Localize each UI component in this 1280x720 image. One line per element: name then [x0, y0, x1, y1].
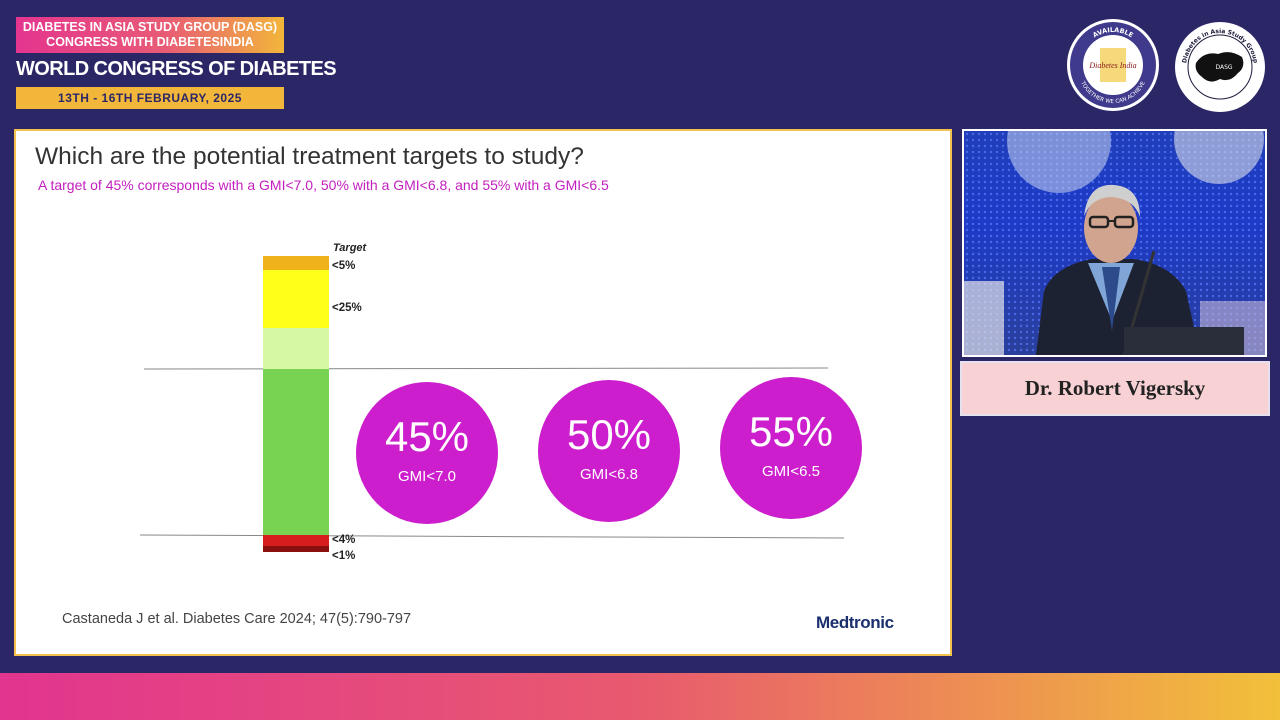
speaker-name: Dr. Robert Vigersky	[1024, 376, 1206, 400]
target-value: 45%	[384, 413, 470, 460]
slide-subtitle: A target of 45% corresponds with a GMI<7…	[38, 177, 609, 193]
target-segment-label: <25%	[332, 302, 362, 314]
dasg-center-text: DASG	[1215, 64, 1232, 71]
medtronic-logo: Medtronic	[816, 613, 894, 632]
target-bar-segment	[263, 256, 329, 270]
target-bar-segment	[263, 535, 329, 546]
bottom-gradient-bar	[0, 673, 1280, 720]
slide-title: Which are the potential treatment target…	[35, 143, 584, 170]
congress-date: 13TH - 16TH FEBRUARY, 2025	[16, 87, 284, 109]
upper-range-line	[143, 367, 829, 370]
target-value: 50%	[566, 411, 652, 458]
target-bar-segment	[263, 270, 329, 328]
target-segment-label: <5%	[332, 260, 355, 272]
speaker-video	[962, 129, 1267, 357]
congress-line-2: CONGRESS WITH DIABETESINDIA	[46, 35, 254, 49]
target-segment-label: <1%	[332, 550, 355, 562]
target-gmi: GMI<6.5	[762, 463, 820, 480]
dasg-logo: Diabetes in Asia Study Group DASG	[1174, 21, 1266, 113]
target-circle-45: 45% GMI<7.0	[356, 382, 498, 524]
target-bar-segment	[263, 546, 329, 552]
presentation-slide: Which are the potential treatment target…	[14, 129, 952, 656]
backdrop-emblem	[1174, 131, 1264, 184]
speaker-nameplate: Dr. Robert Vigersky	[960, 361, 1270, 416]
speaker-head	[1084, 193, 1138, 263]
target-gmi: GMI<7.0	[398, 468, 456, 485]
lower-range-line	[139, 534, 845, 539]
target-gmi: GMI<6.8	[580, 466, 638, 483]
diabetes-india-logo: AVAILABLE TOGETHER WE CAN ACHIEVE Diabet…	[1066, 18, 1160, 112]
congress-title: WORLD CONGRESS OF DIABETES	[16, 58, 337, 80]
logo-center-text: Diabetes India	[1088, 61, 1136, 70]
chart-title: Target	[333, 242, 368, 254]
target-circle-55: 55% GMI<6.5	[720, 377, 862, 519]
target-chart: Target <5% <25% <4% <1%	[139, 242, 845, 562]
congress-line-1: DIABETES IN ASIA STUDY GROUP (DASG)	[22, 20, 278, 34]
target-bar-segment	[263, 328, 329, 369]
congress-banner: DIABETES IN ASIA STUDY GROUP (DASG) CONG…	[16, 17, 284, 53]
target-bar-segment	[263, 369, 329, 535]
slide-citation: Castaneda J et al. Diabetes Care 2024; 4…	[62, 611, 412, 627]
target-segment-label: <4%	[332, 534, 355, 546]
backdrop-emblem	[1007, 131, 1111, 193]
target-circle-50: 50% GMI<6.8	[538, 380, 680, 522]
target-value: 55%	[748, 408, 834, 455]
